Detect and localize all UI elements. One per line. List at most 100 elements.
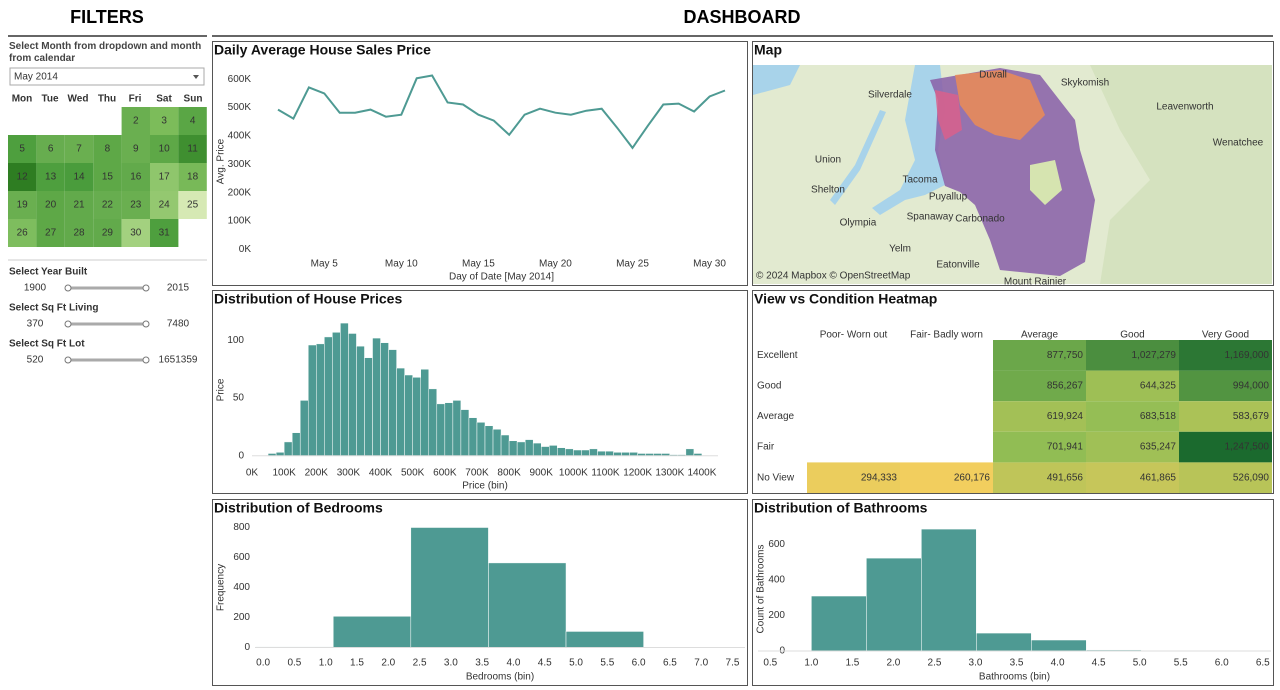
bar	[605, 450, 614, 457]
x-tick-label: 2.5	[413, 658, 427, 669]
calendar-cell[interactable]	[8, 219, 37, 247]
calendar-day: 14	[73, 172, 85, 183]
calendar-cell[interactable]	[178, 107, 207, 135]
calendar-day: 13	[45, 172, 57, 183]
bar	[492, 428, 502, 457]
bar	[516, 441, 526, 457]
slider-handle[interactable]	[64, 320, 72, 328]
calendar-cell[interactable]	[64, 163, 94, 191]
bar	[1031, 639, 1087, 652]
calendar-cell[interactable]	[150, 107, 179, 135]
bar	[811, 595, 867, 652]
y-axis-label: Count of Bathrooms	[756, 545, 767, 634]
cell-label: 635,247	[1140, 442, 1177, 453]
calendar-cell[interactable]	[121, 219, 150, 247]
calendar-cell[interactable]	[150, 163, 179, 191]
map-label: Mount Rainier	[1004, 277, 1067, 288]
calendar-cell[interactable]	[121, 107, 150, 135]
calendar-cell[interactable]	[8, 191, 37, 219]
cell-label: 1,247,500	[1225, 442, 1270, 453]
x-tick-label: 6.5	[1256, 658, 1270, 669]
x-tick-label: May 15	[462, 259, 495, 270]
bar	[388, 349, 397, 457]
map-label: Leavenworth	[1156, 102, 1213, 113]
calendar-day: 6	[48, 144, 54, 155]
x-tick-label: 3.5	[475, 658, 489, 669]
calendar-cell[interactable]	[150, 191, 179, 219]
slider-handle[interactable]	[142, 284, 150, 292]
calendar-day: 21	[73, 200, 85, 211]
y-tick-label: 400	[233, 582, 250, 593]
calendar-cell[interactable]	[121, 163, 150, 191]
calendar-cell[interactable]	[178, 191, 207, 219]
heatmap-cell	[993, 370, 1086, 402]
heatmap-cell	[807, 462, 900, 493]
calendar-cell[interactable]	[64, 219, 94, 247]
bar	[565, 448, 574, 457]
calendar-cell[interactable]	[178, 163, 207, 191]
x-tick-label: 700K	[465, 468, 489, 479]
heatmap-cell	[993, 340, 1086, 371]
calendar-cell[interactable]	[150, 135, 179, 163]
slider-handle[interactable]	[64, 356, 72, 364]
calendar-day: 24	[159, 200, 171, 211]
x-tick-label: 900K	[530, 468, 554, 479]
y-tick-label: 200	[233, 612, 250, 623]
calendar-cell[interactable]	[8, 163, 37, 191]
slider-handle[interactable]	[142, 356, 150, 364]
cell-label: 856,267	[1047, 381, 1084, 392]
panel	[212, 41, 748, 286]
x-tick-label: 4.0	[1051, 658, 1065, 669]
x-tick-label: 1100K	[591, 468, 620, 479]
bar	[484, 425, 494, 457]
y-tick-label: 400K	[228, 131, 252, 142]
slider-handle[interactable]	[64, 284, 72, 292]
x-tick-label: 2.0	[381, 658, 395, 669]
calendar-cell[interactable]	[93, 191, 122, 219]
calendar-day: 7	[76, 144, 82, 155]
calendar-cell[interactable]	[93, 219, 122, 247]
heatmap-cell	[1179, 370, 1272, 402]
calendar-day: 12	[17, 172, 29, 183]
y-tick-label: 0K	[239, 244, 252, 255]
x-tick-label: 500K	[401, 468, 425, 479]
calendar-cell[interactable]	[150, 219, 179, 247]
calendar-cell[interactable]	[93, 163, 122, 191]
x-tick-label: 4.5	[538, 658, 552, 669]
calendar-cell[interactable]	[36, 191, 65, 219]
calendar-cell[interactable]	[8, 135, 37, 163]
month-dropdown[interactable]	[9, 67, 205, 86]
calendar-cell[interactable]	[64, 135, 94, 163]
calendar-day: 2	[133, 116, 139, 127]
column-header: Good	[1120, 330, 1144, 341]
calendar-cell[interactable]	[36, 163, 65, 191]
slider-handle[interactable]	[142, 320, 150, 328]
slider-label: Select Sq Ft Lot	[9, 339, 85, 350]
calendar-cell[interactable]	[93, 135, 122, 163]
calendar-cell[interactable]	[36, 135, 65, 163]
bar	[589, 448, 598, 457]
calendar-cell[interactable]	[64, 191, 94, 219]
panel-title: Distribution of Bathrooms	[754, 500, 928, 516]
bar	[380, 342, 389, 457]
calendar-cell[interactable]	[178, 135, 207, 163]
calendar-day: 17	[159, 172, 171, 183]
x-tick-label: 4.5	[1092, 658, 1106, 669]
calendar-cell[interactable]	[121, 135, 150, 163]
x-tick-label: 6.5	[663, 658, 677, 669]
bar	[307, 344, 317, 457]
calendar-day: 19	[17, 200, 29, 211]
calendar-cell[interactable]	[36, 219, 65, 247]
x-tick-label: 0.5	[763, 658, 777, 669]
bar	[621, 452, 630, 457]
slider-label: Select Sq Ft Living	[9, 303, 98, 314]
x-tick-label: 200K	[305, 468, 329, 479]
heatmap-cell	[1179, 462, 1272, 493]
calendar-cell[interactable]	[121, 191, 150, 219]
x-tick-label: 6.0	[632, 658, 646, 669]
calendar-day: 4	[190, 116, 196, 127]
y-tick-label: 800	[233, 522, 250, 533]
bar	[316, 343, 325, 457]
cell-label: 644,325	[1140, 381, 1177, 392]
